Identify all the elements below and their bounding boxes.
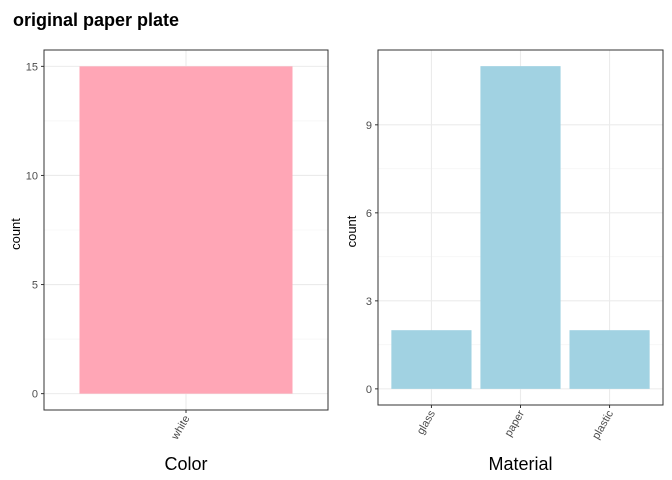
panel1-x-tick-label-white: white	[169, 414, 193, 443]
panel2-x-tick-label-plastic: plastic	[590, 408, 616, 441]
panel2-y-axis-title: count	[344, 215, 359, 247]
panel2-x-tick-label-glass: glass	[415, 408, 438, 437]
panel2-y-tick-label: 0	[366, 384, 372, 396]
panel2-x-axis-title: Material	[488, 454, 552, 474]
panel1-y-tick-label: 15	[26, 61, 38, 73]
panel1-y-axis-title: count	[8, 218, 23, 250]
chart-title: original paper plate	[13, 10, 180, 30]
panel1-y-tick-label: 0	[32, 389, 38, 401]
panel2-y-tick-label: 6	[366, 208, 372, 220]
panel2-y-tick-label: 9	[366, 120, 372, 132]
panel2-y-tick-label: 3	[366, 296, 372, 308]
panel1-x-axis-title: Color	[164, 454, 207, 474]
panel2-bar-plastic	[569, 330, 650, 389]
panel1-bar-white	[79, 66, 293, 394]
panel1-y-tick-label: 10	[26, 170, 38, 182]
panel2-bar-glass	[391, 330, 472, 389]
panel2-bar-paper	[480, 66, 561, 389]
panel1-y-tick-label: 5	[32, 280, 38, 292]
panel2-x-tick-label-paper: paper	[503, 408, 528, 439]
